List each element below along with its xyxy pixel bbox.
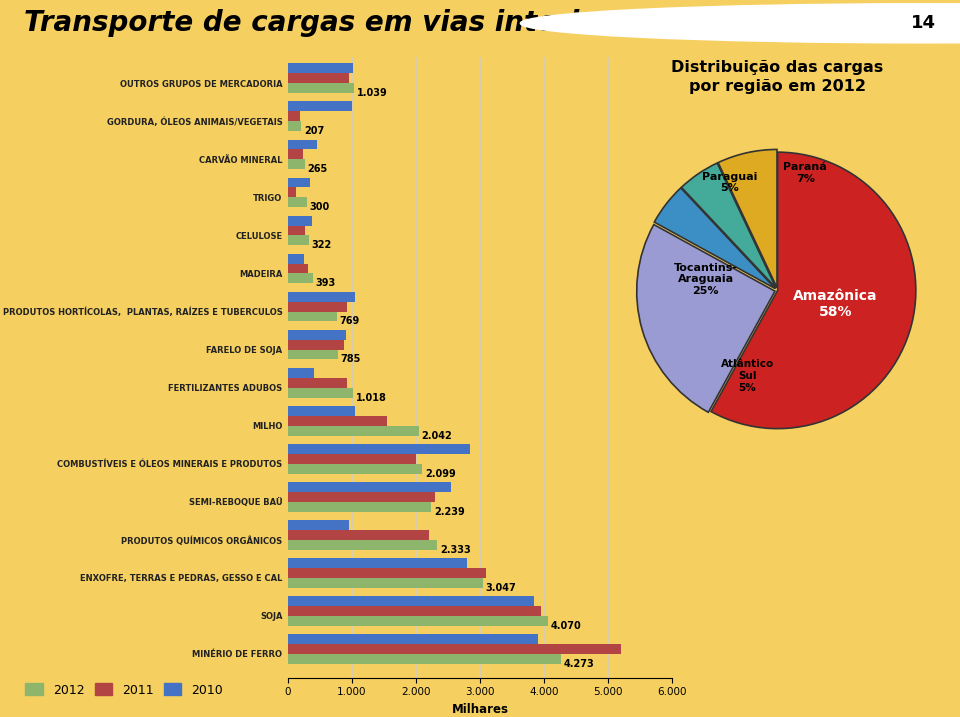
Text: 2.042: 2.042 [421,431,452,440]
Bar [288,302,347,311]
Text: 785: 785 [341,354,361,364]
Bar [288,264,308,273]
Bar [288,235,308,245]
Text: 300: 300 [310,202,330,212]
Bar [288,520,348,530]
Bar [288,140,317,149]
Wedge shape [682,163,776,288]
Bar [288,216,312,226]
Text: Paraná
7%: Paraná 7% [783,162,828,184]
Bar [288,197,307,207]
Wedge shape [636,224,775,412]
Text: 393: 393 [316,278,336,288]
Text: Distribuição das cargas
por região em 2012: Distribuição das cargas por região em 20… [671,60,884,95]
Text: 1.039: 1.039 [357,88,388,98]
Text: Atlântico
Sul
5%: Atlântico Sul 5% [721,359,774,393]
Bar [288,83,354,93]
Bar [288,330,346,340]
Bar [288,540,438,550]
Bar [288,178,310,187]
Wedge shape [718,149,777,288]
Bar [288,73,348,83]
Bar [288,492,435,502]
Text: 265: 265 [307,164,327,174]
Bar [288,502,431,512]
Bar [288,416,387,426]
Bar [288,606,540,616]
Bar [288,350,338,359]
Bar [288,111,300,121]
Bar [288,568,487,578]
Bar [288,482,451,492]
Bar [288,644,621,654]
Bar [288,368,314,378]
Bar [288,159,305,169]
Bar [288,102,352,111]
Bar [288,426,419,435]
Bar [288,121,301,131]
Text: 2.333: 2.333 [440,545,470,555]
Wedge shape [711,152,916,429]
Text: Paraguai
5%: Paraguai 5% [702,172,756,194]
Text: 2.099: 2.099 [425,469,456,479]
Bar [288,406,355,416]
Bar [288,226,305,235]
Text: 4.273: 4.273 [564,659,595,669]
Text: Tocantins-
Araguaia
25%: Tocantins- Araguaia 25% [674,262,737,296]
Bar [288,292,355,302]
Bar [288,578,483,588]
Bar [288,273,313,283]
Text: 2.239: 2.239 [434,507,465,517]
Text: 207: 207 [303,126,324,136]
Text: Transporte de cargas em vias interiores: Transporte de cargas em vias interiores [24,9,647,37]
Text: 14: 14 [911,14,936,32]
Bar [288,311,337,321]
Legend: 2012, 2011, 2010: 2012, 2011, 2010 [26,683,223,697]
Text: 322: 322 [311,240,331,250]
X-axis label: Milhares: Milhares [451,703,509,716]
Text: 1.018: 1.018 [356,392,387,402]
Bar [288,340,345,350]
Bar [288,635,538,644]
Text: 769: 769 [340,316,360,326]
Bar [288,596,535,606]
Bar [288,187,296,197]
Bar [288,378,347,388]
Bar [288,558,468,568]
Text: 4.070: 4.070 [551,621,582,631]
Wedge shape [655,188,776,289]
Bar [288,254,304,264]
Bar [288,63,353,73]
Bar [288,388,353,397]
Bar [288,149,303,159]
Circle shape [520,4,960,43]
Text: 3.047: 3.047 [486,583,516,593]
Bar [288,454,416,464]
Bar [288,654,562,664]
Bar [288,464,422,474]
Bar [288,444,470,454]
Bar [288,616,548,626]
Bar [288,530,429,540]
Text: Amazônica
58%: Amazônica 58% [793,289,877,319]
